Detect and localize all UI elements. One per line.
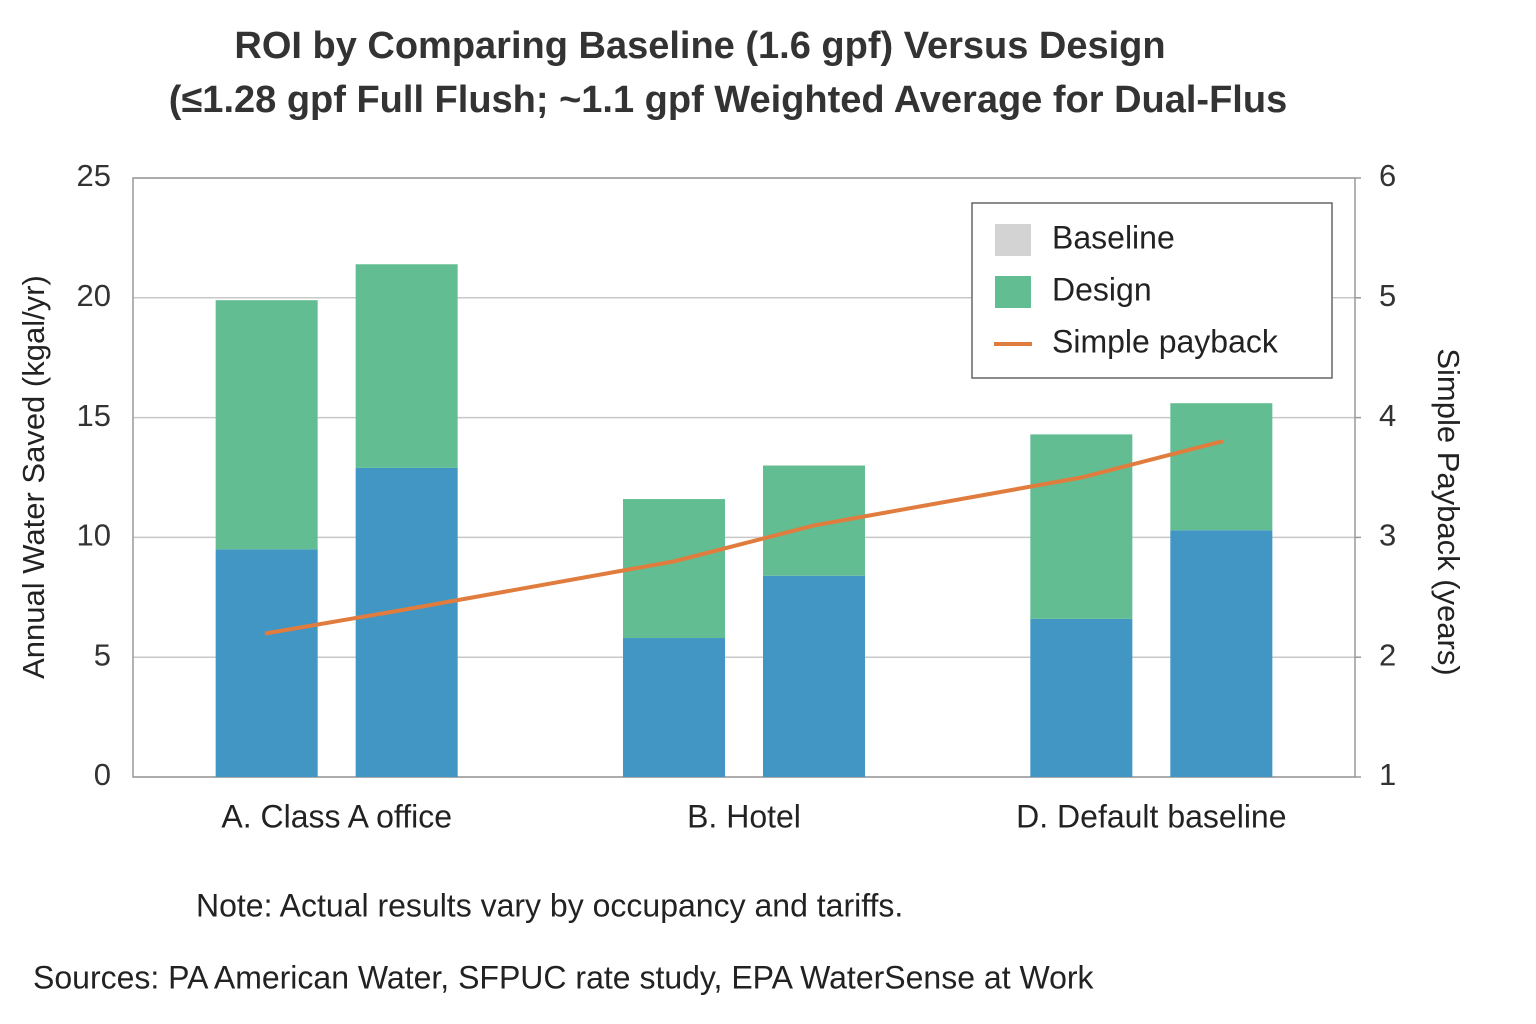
x-tick-label: B. Hotel xyxy=(687,798,801,834)
bar xyxy=(215,300,318,550)
bar xyxy=(1170,530,1273,777)
y2-tick-label: 4 xyxy=(1379,398,1396,433)
y-tick-label: 20 xyxy=(77,278,111,313)
y-tick-label: 25 xyxy=(77,158,111,193)
y-axis-label: Annual Water Saved (kgal/yr) xyxy=(16,275,51,679)
chart-title: ROI by Comparing Baseline (1.6 gpf) Vers… xyxy=(234,25,1165,67)
y-tick-label: 5 xyxy=(94,637,111,672)
line xyxy=(264,439,1224,636)
y2-tick-label: 3 xyxy=(1379,518,1396,553)
x-tick-label: A. Class A office xyxy=(221,798,452,834)
legend-label: Simple payback xyxy=(1052,323,1279,359)
bar xyxy=(1030,618,1133,777)
source: Sources: PA American Water, SFPUC rate s… xyxy=(33,959,1095,995)
bar xyxy=(215,549,318,777)
plot-frame xyxy=(132,177,1356,778)
y-tick-label: 15 xyxy=(77,398,111,433)
note: Note: Actual results vary by occupancy a… xyxy=(196,887,903,923)
y-tick-label: 10 xyxy=(77,518,111,553)
y2-tick-label: 5 xyxy=(1379,278,1396,313)
bar xyxy=(355,467,458,777)
legend-label: Design xyxy=(1052,271,1152,307)
y-tick-label: 0 xyxy=(94,757,111,792)
y2-tick-label: 2 xyxy=(1379,637,1396,672)
legend-swatch xyxy=(995,224,1031,256)
x-tick-label: D. Default baseline xyxy=(1016,798,1286,834)
legend-box xyxy=(971,202,1333,379)
y2-tick-label: 6 xyxy=(1379,158,1396,193)
chart-title: (≤1.28 gpf Full Flush; ~1.1 gpf Weighted… xyxy=(169,79,1287,121)
y2-tick-label: 1 xyxy=(1379,757,1396,792)
bar xyxy=(1170,403,1273,531)
y2-axis-label: Simple Payback (years) xyxy=(1431,348,1466,675)
bar xyxy=(1030,434,1133,619)
legend-label: Baseline xyxy=(1052,219,1175,255)
legend-swatch xyxy=(995,276,1031,308)
bar xyxy=(623,638,725,777)
bar xyxy=(355,264,458,468)
bar xyxy=(763,575,865,777)
